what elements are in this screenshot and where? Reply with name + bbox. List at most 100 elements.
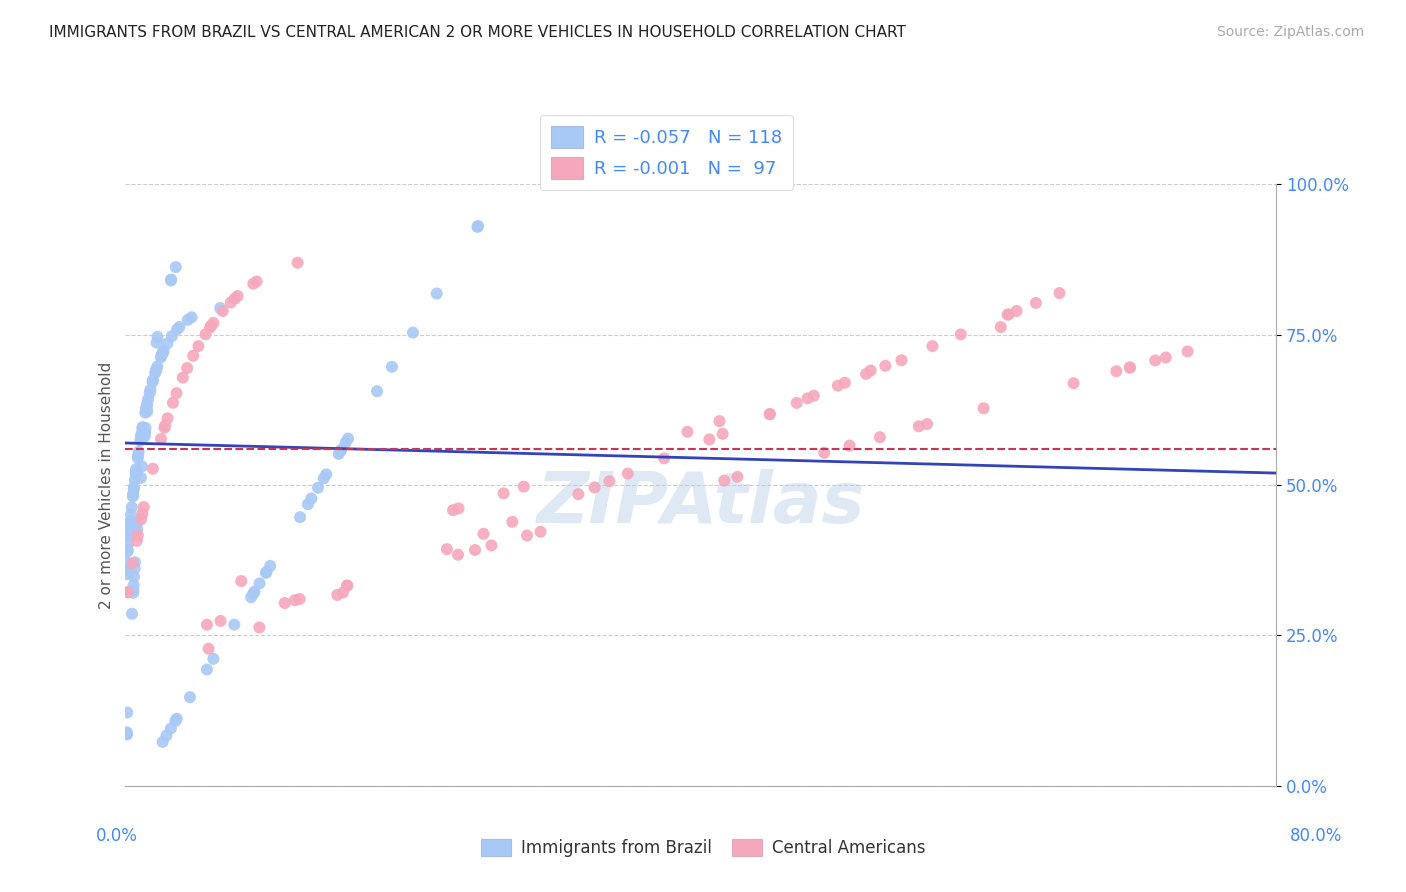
- Point: [242, 277, 264, 291]
- Point: [145, 362, 167, 376]
- Point: [124, 467, 146, 482]
- Point: [287, 256, 309, 270]
- Text: 0.0%: 0.0%: [96, 827, 138, 845]
- Point: [727, 470, 749, 484]
- Point: [166, 322, 188, 336]
- Point: [827, 378, 849, 392]
- Point: [195, 617, 218, 632]
- Point: [472, 526, 495, 541]
- Point: [162, 395, 184, 409]
- Point: [180, 310, 202, 325]
- Point: [209, 614, 232, 628]
- Point: [226, 289, 249, 303]
- Point: [202, 652, 225, 666]
- Point: [307, 481, 329, 495]
- Point: [759, 407, 782, 421]
- Text: IMMIGRANTS FROM BRAZIL VS CENTRAL AMERICAN 2 OR MORE VEHICLES IN HOUSEHOLD CORRE: IMMIGRANTS FROM BRAZIL VS CENTRAL AMERIC…: [49, 25, 905, 40]
- Point: [117, 706, 139, 720]
- Point: [134, 406, 156, 420]
- Point: [122, 487, 145, 501]
- Point: [152, 346, 174, 360]
- Point: [908, 419, 931, 434]
- Point: [786, 396, 808, 410]
- Point: [1005, 304, 1028, 318]
- Point: [179, 690, 201, 705]
- Point: [240, 591, 263, 605]
- Point: [172, 370, 194, 384]
- Point: [949, 327, 972, 342]
- Point: [115, 567, 138, 582]
- Point: [124, 561, 146, 575]
- Point: [131, 459, 153, 474]
- Point: [297, 497, 319, 511]
- Point: [284, 593, 307, 607]
- Point: [699, 433, 721, 447]
- Point: [529, 524, 551, 539]
- Point: [160, 329, 183, 343]
- Point: [117, 543, 139, 558]
- Point: [869, 430, 891, 444]
- Legend: R = -0.057   N = 118, R = -0.001   N =  97: R = -0.057 N = 118, R = -0.001 N = 97: [540, 115, 793, 190]
- Point: [122, 489, 145, 503]
- Point: [1119, 360, 1142, 375]
- Point: [326, 588, 349, 602]
- Point: [134, 425, 156, 440]
- Y-axis label: 2 or more Vehicles in Household: 2 or more Vehicles in Household: [100, 361, 114, 608]
- Point: [153, 418, 176, 433]
- Point: [330, 442, 353, 457]
- Point: [117, 585, 139, 599]
- Point: [132, 500, 155, 515]
- Point: [921, 339, 943, 353]
- Point: [997, 308, 1019, 322]
- Point: [122, 586, 145, 600]
- Point: [328, 447, 350, 461]
- Point: [122, 482, 145, 496]
- Point: [121, 500, 143, 515]
- Point: [131, 420, 153, 434]
- Point: [129, 471, 152, 485]
- Point: [834, 376, 856, 390]
- Point: [117, 543, 139, 558]
- Point: [118, 524, 141, 538]
- Point: [219, 295, 242, 310]
- Point: [152, 344, 174, 359]
- Text: Source: ZipAtlas.com: Source: ZipAtlas.com: [1216, 25, 1364, 39]
- Point: [481, 538, 503, 552]
- Point: [990, 320, 1012, 334]
- Point: [288, 591, 311, 606]
- Point: [122, 578, 145, 592]
- Point: [156, 336, 179, 351]
- Point: [120, 515, 142, 529]
- Point: [121, 556, 143, 570]
- Point: [115, 725, 138, 739]
- Point: [194, 327, 217, 342]
- Point: [150, 348, 173, 362]
- Point: [336, 579, 359, 593]
- Point: [1119, 360, 1142, 375]
- Point: [166, 712, 188, 726]
- Point: [117, 585, 139, 599]
- Point: [124, 555, 146, 569]
- Point: [332, 585, 354, 599]
- Point: [312, 471, 335, 485]
- Point: [122, 480, 145, 494]
- Point: [447, 548, 470, 562]
- Point: [336, 579, 359, 593]
- Point: [381, 359, 404, 374]
- Point: [150, 432, 173, 446]
- Point: [141, 375, 163, 389]
- Point: [125, 464, 148, 478]
- Point: [139, 383, 162, 397]
- Point: [436, 542, 458, 557]
- Point: [122, 488, 145, 502]
- Point: [128, 445, 150, 459]
- Point: [181, 349, 204, 363]
- Point: [160, 722, 183, 736]
- Point: [202, 316, 225, 330]
- Point: [118, 523, 141, 537]
- Point: [813, 446, 835, 460]
- Point: [198, 320, 221, 334]
- Point: [652, 451, 675, 466]
- Point: [121, 607, 143, 621]
- Point: [146, 359, 169, 374]
